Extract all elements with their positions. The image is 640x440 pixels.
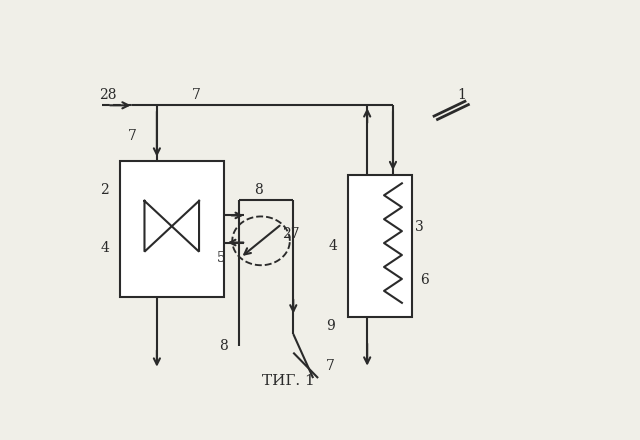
Bar xyxy=(348,175,412,317)
Text: 2: 2 xyxy=(100,183,109,197)
Text: 7: 7 xyxy=(127,129,136,143)
Text: 9: 9 xyxy=(326,319,335,333)
Text: 4: 4 xyxy=(100,241,109,255)
Text: 7: 7 xyxy=(326,359,335,373)
Text: 6: 6 xyxy=(420,273,429,287)
Text: 28: 28 xyxy=(100,88,117,102)
Text: 1: 1 xyxy=(458,88,467,102)
Bar xyxy=(120,161,224,297)
Text: 27: 27 xyxy=(282,227,300,241)
Text: 5: 5 xyxy=(217,251,226,265)
Text: ΤИГ. 1: ΤИГ. 1 xyxy=(262,374,315,388)
Text: 3: 3 xyxy=(415,220,424,234)
Text: 7: 7 xyxy=(192,88,201,102)
Text: 4: 4 xyxy=(328,239,337,253)
Text: 8: 8 xyxy=(220,339,228,353)
Text: 8: 8 xyxy=(254,183,263,197)
